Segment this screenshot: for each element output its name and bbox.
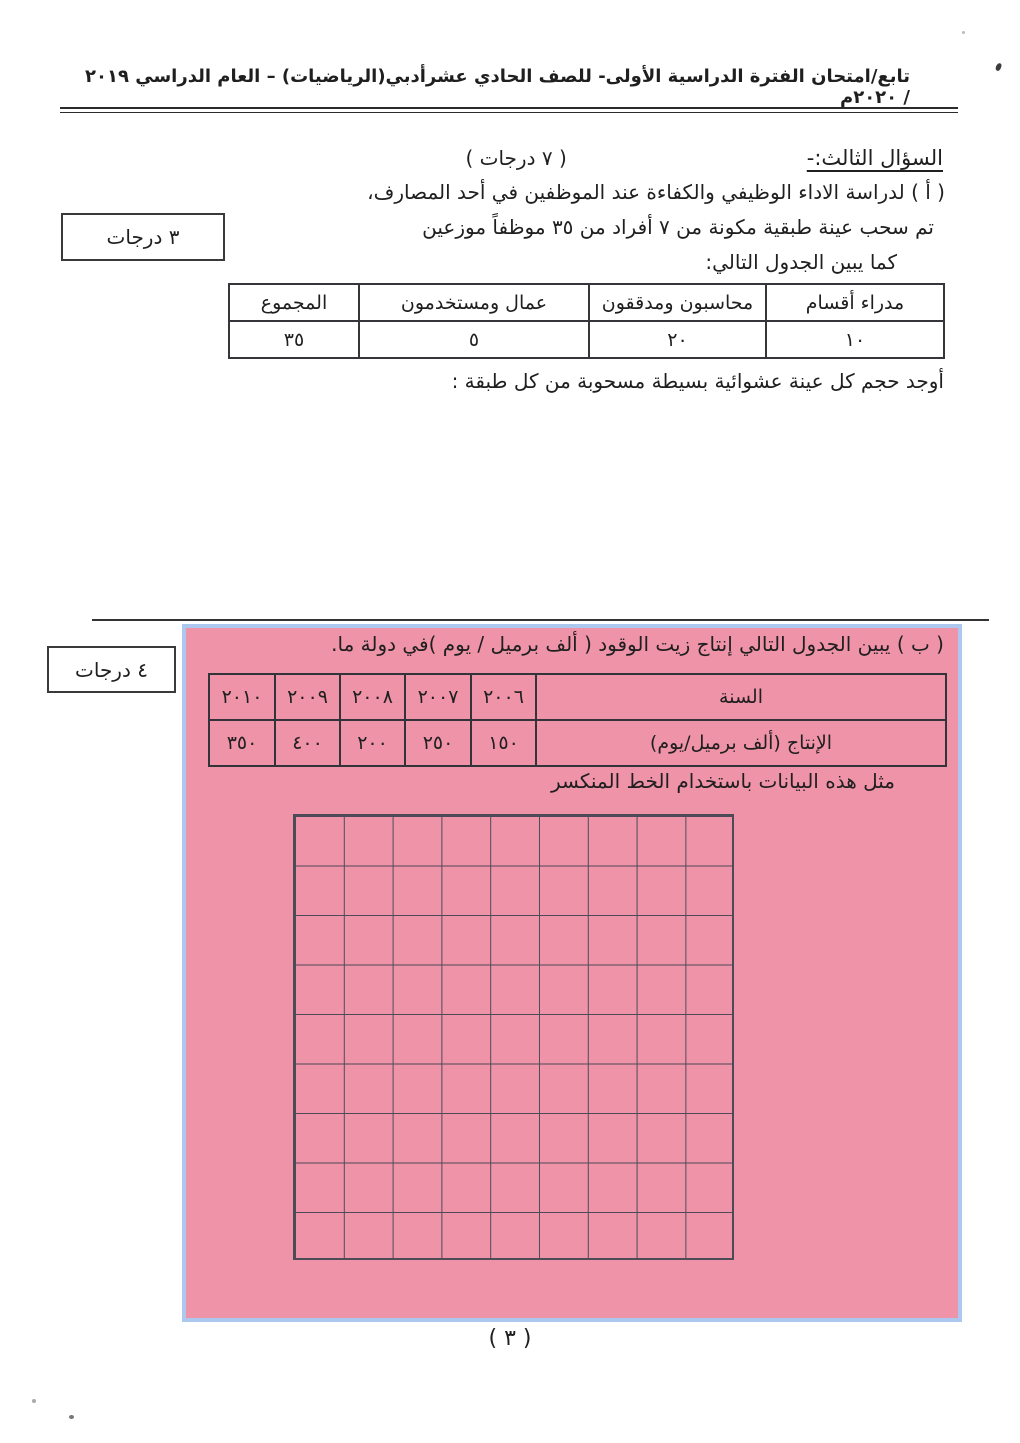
question-total-marks: ( ٧ درجات ) [465, 146, 567, 170]
scan-artifact [69, 1415, 74, 1419]
plot-instruction: مثل هذه البيانات باستخدام الخط المنكسر [550, 769, 895, 793]
part-a-line-3: كما يبين الجدول التالي: [705, 250, 897, 274]
header-cell-managers: مدراء أقسام [765, 283, 945, 322]
marks-box-part-a-label: ٣ درجات [106, 225, 180, 249]
part-a-prompt: أوجد حجم كل عينة عشوائية بسيطة مسحوبة من… [451, 369, 944, 393]
production-cell: ٢٥٠ [404, 719, 472, 767]
production-table-value-row: الإنتاج (ألف برميل/يوم) ١٥٠ ٢٥٠ ٢٠٠ ٤٠٠ … [208, 719, 947, 767]
scan-artifact [994, 62, 1003, 72]
page-number: ( ٣ ) [488, 1326, 532, 1351]
production-cell: ٤٠٠ [274, 719, 341, 767]
production-label-cell: الإنتاج (ألف برميل/يوم) [535, 719, 947, 767]
employees-table-value-row: ١٠ ٢٠ ٥ ٣٥ [228, 320, 945, 359]
part-b-intro: ( ب ) يبين الجدول التالي إنتاج زيت الوقو… [331, 632, 944, 656]
year-cell: ٢٠٠٩ [274, 673, 341, 721]
value-cell-workers: ٥ [358, 320, 590, 359]
employees-table-header-row: مدراء أقسام محاسبون ومدققون عمال ومستخدم… [228, 283, 945, 322]
question-title-row: السؤال الثالث:- ( ٧ درجات ) [465, 146, 943, 170]
header-divider [60, 107, 958, 113]
production-cell: ١٥٠ [470, 719, 537, 767]
scan-artifact [962, 31, 965, 34]
marks-box-part-a: ٣ درجات [61, 213, 225, 261]
marks-box-part-b-label: ٤ درجات [75, 657, 148, 682]
exam-header: تابع/امتحان الفترة الدراسية الأولى- للصف… [85, 66, 910, 108]
plotting-grid [293, 814, 734, 1260]
production-table: السنة ٢٠٠٦ ٢٠٠٧ ٢٠٠٨ ٢٠٠٩ ٢٠١٠ الإنتاج (… [208, 673, 947, 767]
year-cell: ٢٠٠٨ [339, 673, 406, 721]
production-cell: ٢٠٠ [339, 719, 406, 767]
header-cell-workers: عمال ومستخدمون [358, 283, 590, 322]
section-divider [92, 619, 989, 621]
value-cell-managers: ١٠ [765, 320, 945, 359]
production-table-year-row: السنة ٢٠٠٦ ٢٠٠٧ ٢٠٠٨ ٢٠٠٩ ٢٠١٠ [208, 673, 947, 721]
marks-box-part-b: ٤ درجات [47, 646, 176, 693]
scan-artifact [32, 1399, 36, 1403]
header-cell-accountants: محاسبون ومدققون [588, 283, 767, 322]
year-cell: ٢٠٠٧ [404, 673, 472, 721]
part-a-line-1: ( أ ) لدراسة الاداء الوظيفي والكفاءة عند… [367, 180, 945, 204]
year-cell: ٢٠٠٦ [470, 673, 537, 721]
year-cell: ٢٠١٠ [208, 673, 276, 721]
header-cell-total: المجموع [228, 283, 360, 322]
value-cell-accountants: ٢٠ [588, 320, 767, 359]
production-cell: ٣٥٠ [208, 719, 276, 767]
part-a-line-2: تم سحب عينة طبقية مكونة من ٧ أفراد من ٣٥… [422, 215, 934, 239]
employees-table: مدراء أقسام محاسبون ومدققون عمال ومستخدم… [228, 283, 945, 359]
value-cell-total: ٣٥ [228, 320, 360, 359]
year-label-cell: السنة [535, 673, 947, 721]
question-title: السؤال الثالث:- [806, 146, 943, 170]
highlight-panel: ( ب ) يبين الجدول التالي إنتاج زيت الوقو… [182, 624, 962, 1322]
